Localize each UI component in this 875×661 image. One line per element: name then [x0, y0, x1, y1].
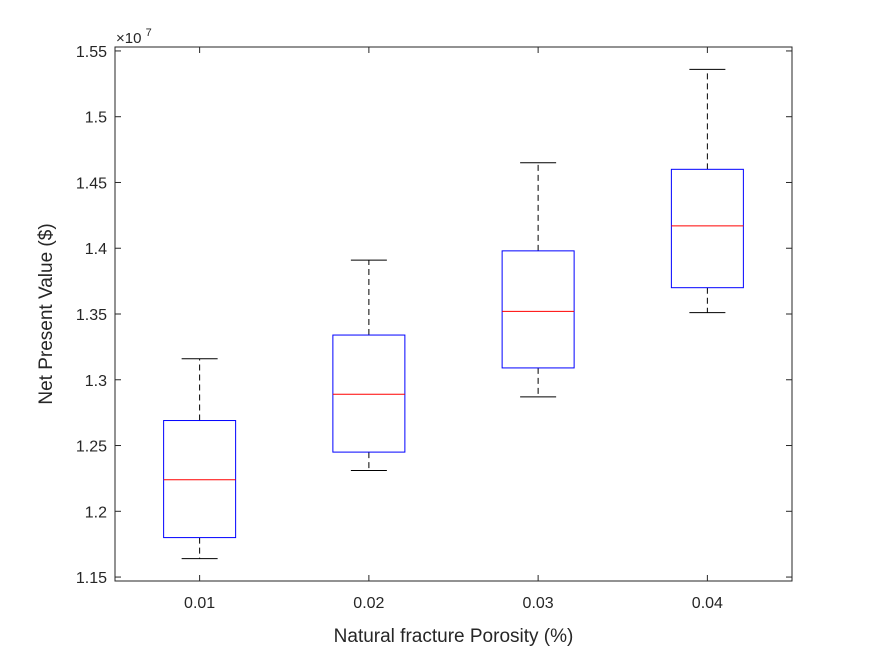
box-iqr	[332, 334, 406, 453]
plot-area	[115, 47, 792, 581]
x-tick-label: 0.02	[353, 595, 384, 612]
box-iqr	[670, 168, 744, 289]
y-tick-label: 1.45	[76, 175, 107, 192]
ticks-layer: 1.15 1.2 1.25 1.3 1.35 1.4 1.45 1.5 1.55 0.01 0.02…	[76, 44, 792, 612]
y-tick-label: 1.25	[76, 439, 107, 456]
box-iqr	[501, 250, 575, 369]
box-group-0.03	[501, 162, 575, 398]
box-group-0.04	[670, 68, 744, 314]
y-tick-label: 1.3	[85, 373, 107, 390]
y-tick-label: 1.35	[76, 307, 107, 324]
x-tick-label: 0.04	[692, 595, 723, 612]
axes-frame	[114, 46, 793, 582]
boxes-layer	[163, 68, 744, 560]
x-axis-title: Natural fracture Porosity (%)	[334, 626, 574, 647]
y-axis-title: Net Present Value ($)	[36, 223, 57, 404]
box-group-0.02	[332, 259, 406, 472]
box-group-0.01	[163, 358, 237, 560]
y-axis-exponent-base: ×10	[116, 30, 141, 47]
x-tick-label: 0.01	[184, 595, 215, 612]
box-iqr	[163, 420, 237, 539]
y-axis-exponent-label: ×10 7	[116, 27, 152, 47]
y-tick-label: 1.5	[85, 110, 107, 127]
y-tick-label: 1.4	[85, 241, 107, 258]
y-axis-exponent-power: 7	[146, 27, 152, 39]
y-tick-label: 1.55	[76, 44, 107, 61]
y-tick-label: 1.15	[76, 570, 107, 587]
x-tick-label: 0.03	[523, 595, 554, 612]
y-tick-label: 1.2	[85, 504, 107, 521]
